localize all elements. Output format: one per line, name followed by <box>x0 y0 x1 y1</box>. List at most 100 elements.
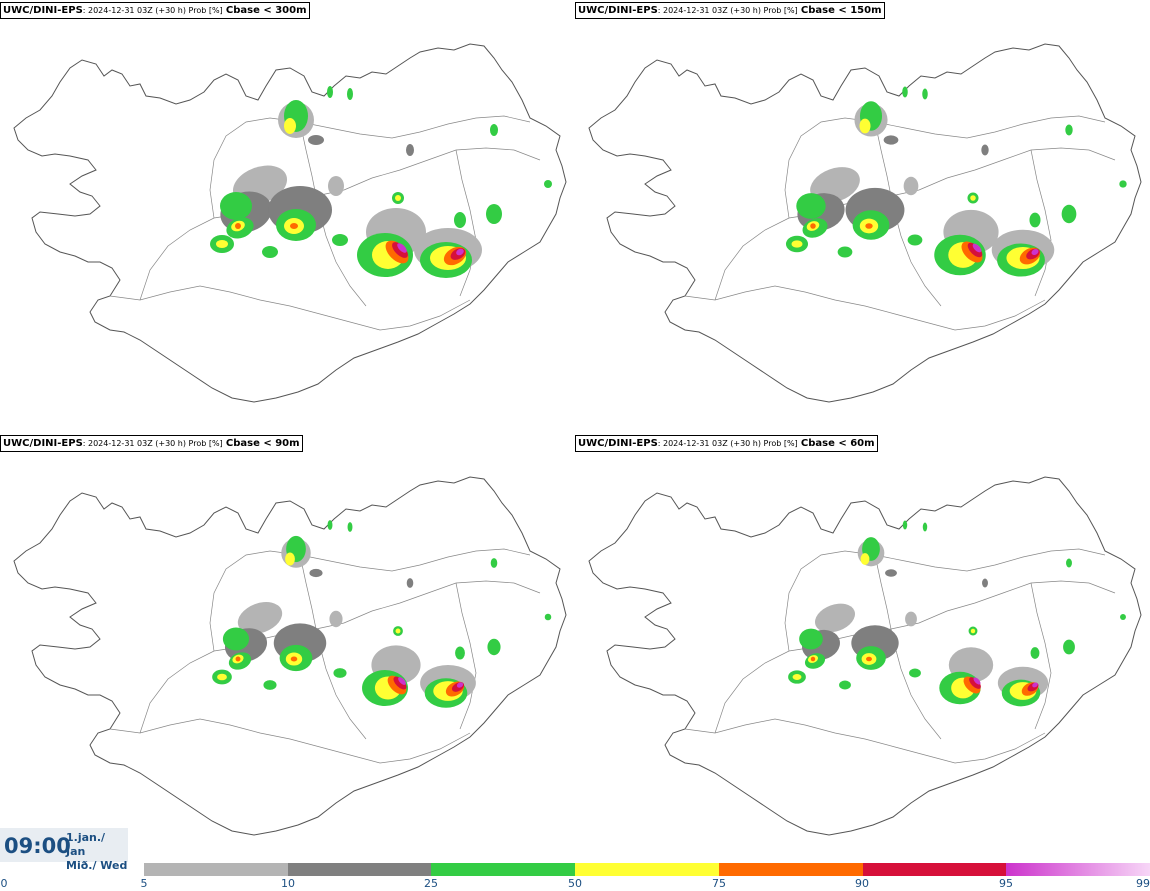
run-info: : 2024-12-31 03Z (+30 h) Prob [%] <box>657 6 798 15</box>
variable-name: Cbase < 150m <box>800 5 882 16</box>
probability-area <box>970 628 976 634</box>
probability-area <box>909 668 921 678</box>
probability-area <box>456 248 464 256</box>
boundary-line <box>455 149 477 297</box>
probability-area <box>859 118 871 134</box>
probability-area <box>907 234 923 246</box>
model-name: UWC/DINI-EPS <box>578 438 658 449</box>
probability-area <box>347 88 353 100</box>
probability-area <box>486 204 502 224</box>
colorbar-tick-label: 75 <box>712 877 726 890</box>
iceland-map <box>588 476 1142 836</box>
colorbar-segment <box>144 863 288 876</box>
colorbar-ticks: 0 5 10 25 50 75 90 95 99 <box>0 877 1150 891</box>
probability-area <box>902 86 908 98</box>
colorbar-tick-label: 25 <box>424 877 438 890</box>
probability-area <box>969 677 981 689</box>
probability-area <box>796 193 826 219</box>
probability-area <box>393 676 407 690</box>
probability-area <box>967 242 983 258</box>
run-info: : 2024-12-31 03Z (+30 h) Prob [%] <box>82 439 223 448</box>
probability-area <box>922 88 928 100</box>
boundary-line <box>109 285 471 331</box>
probability-area <box>1119 180 1127 188</box>
map-panel-3: UWC/DINI-EPS: 2024-12-31 03Z (+30 h) Pro… <box>0 433 575 863</box>
probability-area <box>544 613 552 621</box>
boundary-line <box>784 548 1106 652</box>
boundary-line <box>714 147 1116 301</box>
probability-area <box>237 602 283 634</box>
probability-area <box>333 668 347 678</box>
probability-area <box>1061 204 1077 224</box>
model-name: UWC/DINI-EPS <box>3 5 83 16</box>
boundary-line <box>139 147 541 301</box>
boundary-line <box>684 718 1046 764</box>
panel-title: UWC/DINI-EPS: 2024-12-31 03Z (+30 h) Pro… <box>575 435 878 452</box>
valid-date: 1.jan./ Jan Mið./ Wed <box>66 831 128 873</box>
colorbar-tick-label: 90 <box>855 877 869 890</box>
map-panel-4: UWC/DINI-EPS: 2024-12-31 03Z (+30 h) Pro… <box>575 433 1150 863</box>
probability-area <box>981 144 989 156</box>
probability-area <box>839 680 851 690</box>
probability-area <box>455 646 465 660</box>
colorbar-tick-label: 99 <box>1136 877 1150 890</box>
probability-area <box>456 682 464 688</box>
valid-hour: 09:00 <box>4 834 71 858</box>
probability-area <box>285 552 295 566</box>
boundary-line <box>1030 149 1052 297</box>
probability-area <box>905 611 917 627</box>
probability-area <box>860 553 870 565</box>
coastline <box>13 476 567 836</box>
probability-area <box>972 243 982 253</box>
probability-area <box>883 135 899 145</box>
probability-area <box>1063 639 1075 655</box>
coastline <box>588 43 1142 403</box>
probability-area <box>332 234 348 246</box>
colorbar-segment <box>718 863 863 876</box>
probability-area <box>347 522 353 532</box>
colorbar-segment <box>287 863 432 876</box>
boundary-line <box>139 580 541 734</box>
probability-area <box>982 578 988 588</box>
probability-area <box>1030 647 1040 659</box>
iceland-map <box>588 43 1142 403</box>
probability-area <box>902 520 908 530</box>
probability-area <box>216 240 228 248</box>
probability-area <box>290 223 298 229</box>
probability-area <box>222 627 250 651</box>
probability-area <box>903 176 919 196</box>
probability-area <box>329 610 343 628</box>
colorbar-segment <box>575 863 719 876</box>
probability-area <box>284 118 296 134</box>
probability-area <box>1066 558 1072 568</box>
probability-area <box>865 223 873 229</box>
variable-name: Cbase < 300m <box>225 5 307 16</box>
probability-area <box>837 246 853 258</box>
colorbar-segment <box>1006 863 1150 876</box>
run-info: : 2024-12-31 03Z (+30 h) Prob [%] <box>82 6 223 15</box>
model-name: UWC/DINI-EPS <box>578 5 658 16</box>
colorbar-tick-label: 95 <box>999 877 1013 890</box>
probability-area <box>406 578 414 588</box>
variable-name: Cbase < 90m <box>225 438 300 449</box>
probability-area <box>235 223 241 229</box>
map-panel-1: UWC/DINI-EPS: 2024-12-31 03Z (+30 h) Pro… <box>0 0 575 430</box>
variable-name: Cbase < 60m <box>800 438 875 449</box>
boundary-line <box>874 554 942 740</box>
probability-area <box>815 603 855 633</box>
probability-area <box>406 144 414 156</box>
boundary-line <box>209 115 531 219</box>
colorbar-tick-label: 5 <box>140 877 148 890</box>
coastline <box>588 476 1142 836</box>
valid-date-line-2: Mið./ Wed <box>66 859 128 872</box>
map-panel-2: UWC/DINI-EPS: 2024-12-31 03Z (+30 h) Pro… <box>575 0 1150 430</box>
colorbar-tick-label: 0 <box>0 877 8 890</box>
probability-area <box>327 86 333 98</box>
probability-area <box>263 680 277 690</box>
probability-area <box>810 656 816 662</box>
probability-area <box>1120 614 1126 620</box>
probability-area <box>799 628 823 650</box>
colorbar-tick-label: 10 <box>281 877 295 890</box>
probability-area <box>973 677 981 685</box>
run-info: : 2024-12-31 03Z (+30 h) Prob [%] <box>657 439 798 448</box>
